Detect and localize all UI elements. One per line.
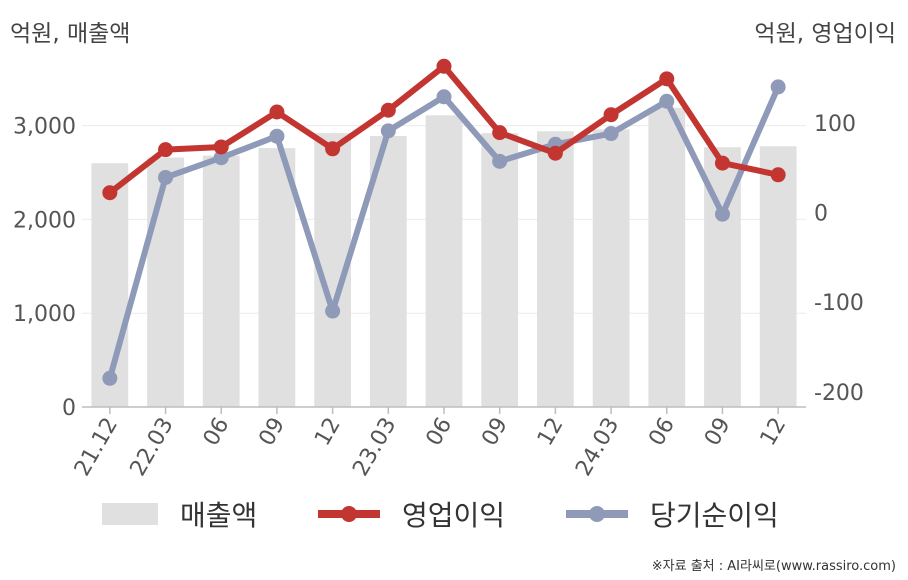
bar-revenue: [202, 155, 240, 407]
right-axis-tick-label: 0: [814, 201, 828, 226]
point-operating-profit: [659, 71, 675, 87]
left-axis-tick-label: 3,000: [13, 115, 76, 140]
point-operating-profit: [269, 104, 285, 120]
point-operating-profit: [547, 145, 563, 161]
x-axis-tick-label: 06: [199, 414, 235, 451]
point-operating-profit: [380, 102, 396, 118]
point-operating-profit: [770, 167, 786, 183]
left-axis-tick-label: 1,000: [13, 302, 76, 327]
x-axis-tick-label: 21.12: [70, 414, 123, 481]
x-axis-tick-label: 09: [477, 414, 513, 451]
x-axis-tick-label: 23.03: [348, 414, 401, 481]
point-net-income: [492, 153, 508, 169]
point-operating-profit: [213, 139, 229, 155]
x-axis-tick-label: 22.03: [126, 414, 179, 481]
right-axis-tick-label: 100: [814, 112, 856, 137]
legend-label-operating-profit: 영업이익: [402, 499, 506, 532]
point-net-income: [659, 93, 675, 109]
right-axis-tick-label: -200: [814, 381, 864, 406]
bar-revenue: [481, 133, 519, 407]
point-operating-profit: [325, 141, 341, 157]
legend-label-net-income: 당기순이익: [650, 499, 779, 532]
source-note: ※자료 출처 : AI라씨로(www.rassiro.com): [651, 559, 896, 574]
point-net-income: [102, 370, 118, 386]
point-net-income: [269, 128, 285, 144]
point-operating-profit: [102, 185, 118, 201]
point-net-income: [770, 79, 786, 95]
x-axis-tick-label: 24.03: [571, 414, 624, 481]
legend-label-revenue: 매출액: [180, 499, 258, 532]
point-net-income: [213, 150, 229, 166]
x-axis-tick-label: 12: [533, 414, 569, 451]
point-net-income: [714, 206, 730, 222]
bar-revenue: [369, 135, 407, 408]
point-operating-profit: [436, 58, 452, 74]
right-axis-unit: 억원, 영업이익: [754, 21, 896, 47]
point-operating-profit: [492, 125, 508, 141]
right-axis-tick-label: -100: [814, 291, 864, 316]
legend-swatch-operating-profit: [318, 503, 380, 525]
x-axis-tick-label: 06: [422, 414, 458, 451]
point-operating-profit: [603, 107, 619, 123]
x-axis-tick-label: 09: [254, 414, 290, 451]
bar-revenue: [425, 115, 463, 408]
left-axis-tick-label: 0: [62, 396, 76, 421]
point-net-income: [436, 89, 452, 105]
point-net-income: [603, 126, 619, 142]
point-operating-profit: [158, 142, 174, 158]
x-axis-tick-label: 06: [644, 414, 680, 451]
x-axis-tick-label: 12: [756, 414, 792, 451]
bar-revenue: [759, 146, 797, 408]
legend-item-net-income: 당기순이익: [566, 494, 779, 534]
bar-revenue: [258, 148, 296, 408]
point-net-income: [325, 303, 341, 319]
bar-revenue: [147, 157, 184, 407]
point-operating-profit: [714, 155, 730, 171]
bar-revenue: [91, 163, 129, 407]
legend-swatch-net-income: [566, 503, 628, 525]
x-axis-tick-label: 12: [310, 414, 346, 451]
legend-swatch-revenue: [102, 503, 158, 525]
legend: 매출액 영업이익 당기순이익: [0, 494, 908, 534]
legend-item-operating-profit: 영업이익: [318, 494, 505, 534]
left-axis-tick-label: 2,000: [13, 208, 76, 233]
x-axis-tick-label: 09: [700, 414, 736, 451]
bar-revenue: [537, 131, 574, 407]
bar-revenue: [592, 129, 630, 407]
chart-svg: 0 1,000 2,000 3,000 -200 -100 0 100 21.12 22.03 06…: [13, 58, 864, 481]
bar-revenue: [648, 107, 686, 408]
point-net-income: [158, 169, 174, 185]
left-axis-unit: 억원, 매출액: [10, 21, 131, 47]
point-net-income: [380, 123, 396, 139]
legend-item-revenue: 매출액: [102, 494, 257, 534]
